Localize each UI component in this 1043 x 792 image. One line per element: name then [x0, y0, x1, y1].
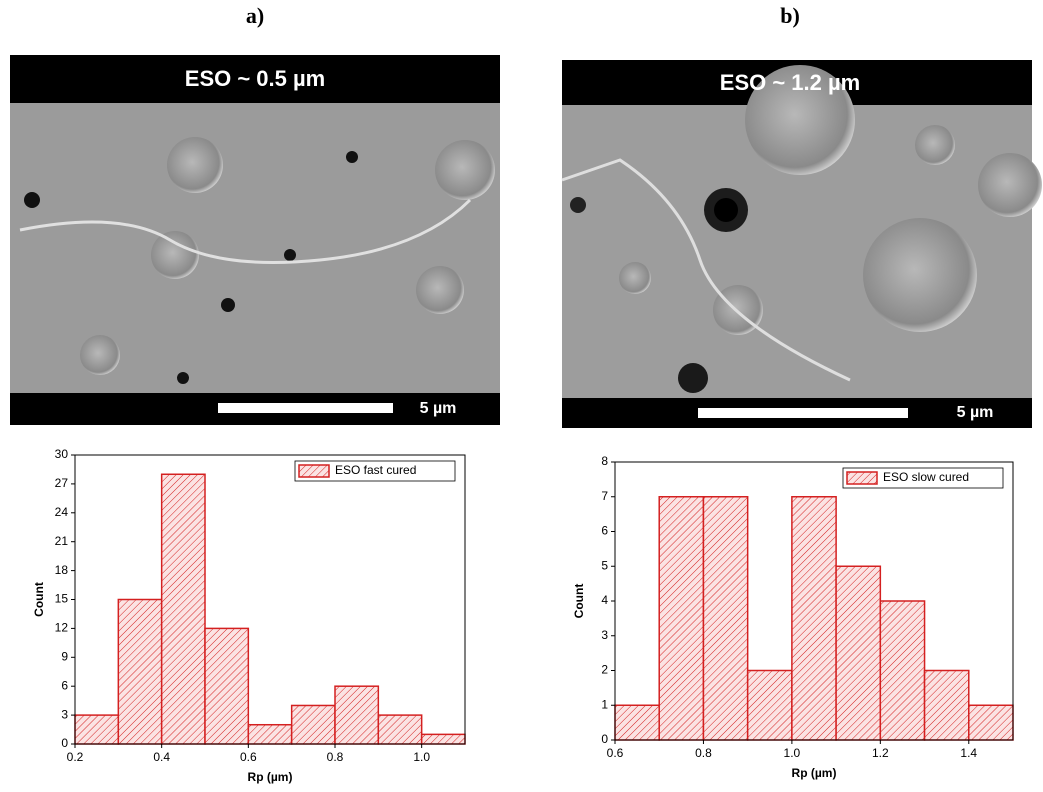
- x-tick-label: 0.6: [607, 746, 624, 760]
- bar: [836, 566, 880, 740]
- legend-swatch: [847, 472, 877, 484]
- legend-swatch: [299, 465, 329, 477]
- scale-label: 5 µm: [957, 404, 994, 421]
- bar: [969, 705, 1013, 740]
- y-tick-label: 30: [55, 447, 69, 461]
- y-tick-label: 6: [61, 678, 68, 692]
- y-axis-label: Count: [32, 582, 46, 617]
- y-tick-label: 1: [601, 697, 608, 711]
- y-tick-label: 2: [601, 663, 608, 677]
- bar: [659, 497, 703, 740]
- y-tick-label: 3: [61, 707, 68, 721]
- image-caption: ESO ~ 0.5 µm: [185, 66, 325, 91]
- x-tick-label: 1.4: [960, 746, 977, 760]
- y-tick-label: 18: [55, 563, 69, 577]
- bar: [792, 497, 836, 740]
- scale-label: 5 µm: [420, 400, 457, 417]
- y-tick-label: 9: [61, 649, 68, 663]
- y-tick-label: 12: [55, 621, 69, 635]
- x-tick-label: 0.8: [327, 750, 344, 764]
- bar: [335, 686, 378, 744]
- x-tick-label: 1.2: [872, 746, 889, 760]
- x-tick-label: 0.2: [67, 750, 84, 764]
- panel-label: a): [246, 3, 264, 28]
- x-tick-label: 1.0: [784, 746, 801, 760]
- bar: [880, 601, 924, 740]
- y-tick-label: 4: [601, 593, 608, 607]
- y-tick-label: 24: [55, 505, 69, 519]
- bar: [75, 715, 118, 744]
- x-tick-label: 0.8: [695, 746, 712, 760]
- y-tick-label: 8: [601, 454, 608, 468]
- bar: [422, 734, 465, 744]
- image-caption: ESO ~ 1.2 µm: [720, 70, 860, 95]
- y-tick-label: 0: [601, 732, 608, 746]
- y-tick-label: 21: [55, 534, 69, 548]
- bar: [205, 628, 248, 744]
- panel-label: b): [780, 3, 800, 28]
- bar: [378, 715, 421, 744]
- x-axis-label: Rp (µm): [248, 770, 293, 784]
- y-tick-label: 3: [601, 628, 608, 642]
- bar: [248, 725, 291, 744]
- y-tick-label: 7: [601, 489, 608, 503]
- sem-image: [10, 55, 500, 425]
- y-tick-label: 5: [601, 558, 608, 572]
- bar: [748, 671, 792, 741]
- bar: [292, 705, 335, 744]
- x-tick-label: 1.0: [413, 750, 430, 764]
- x-axis-label: Rp (µm): [792, 766, 837, 780]
- figure: a) ESO ~ 0.5 µm 5 µm b) ES: [0, 0, 1043, 792]
- bar: [925, 671, 969, 741]
- bar: [118, 600, 161, 745]
- y-axis-label: Count: [572, 584, 586, 619]
- bar: [703, 497, 747, 740]
- x-tick-label: 0.4: [153, 750, 170, 764]
- legend-label: ESO fast cured: [335, 463, 416, 477]
- y-tick-label: 15: [55, 592, 69, 606]
- sem-image: [562, 60, 1042, 428]
- y-tick-label: 0: [61, 736, 68, 750]
- bar: [615, 705, 659, 740]
- legend-label: ESO slow cured: [883, 470, 969, 484]
- y-tick-label: 6: [601, 524, 608, 538]
- y-tick-label: 27: [55, 476, 69, 490]
- x-tick-label: 0.6: [240, 750, 257, 764]
- bar: [162, 474, 205, 744]
